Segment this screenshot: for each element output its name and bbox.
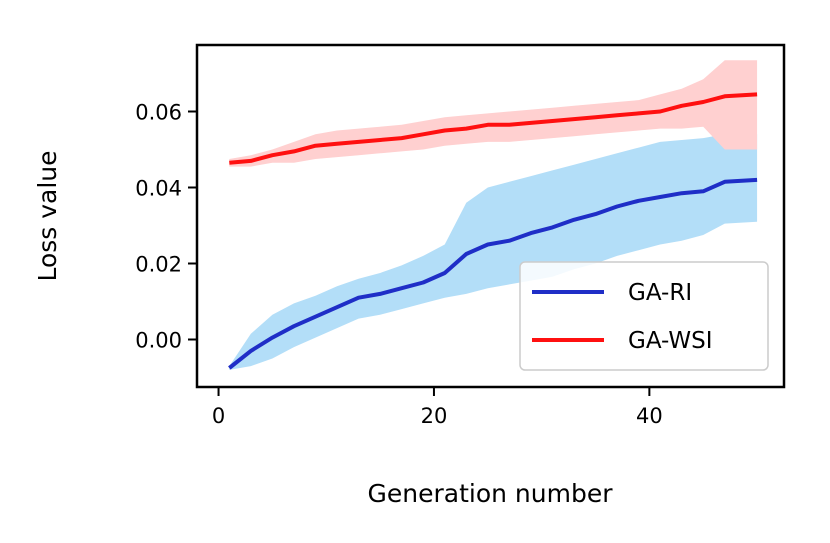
x-tick-label: 20 bbox=[421, 404, 448, 428]
y-tick-label: 0.00 bbox=[135, 329, 182, 353]
series-lines bbox=[228, 92, 758, 370]
legend-box bbox=[519, 261, 769, 371]
x-axis-ticks: 0 20 40 bbox=[212, 387, 663, 428]
legend: GA-RI GA-WSI bbox=[519, 261, 769, 371]
x-axis-label: Generation number bbox=[368, 479, 614, 508]
plot-frame bbox=[195, 43, 786, 389]
legend-label-ga-wsi: GA-WSI bbox=[628, 328, 713, 354]
line-ga-wsi bbox=[229, 92, 758, 165]
y-tick-label: 0.06 bbox=[135, 101, 182, 125]
y-axis-label: Loss value bbox=[33, 150, 62, 281]
y-tick-label: 0.04 bbox=[135, 177, 182, 201]
x-tick-label: 0 bbox=[212, 404, 225, 428]
y-tick-label: 0.02 bbox=[135, 253, 182, 277]
band-ga-ri bbox=[229, 134, 758, 370]
x-tick-label: 40 bbox=[636, 404, 663, 428]
y-axis-ticks: 0.00 0.02 0.04 0.06 bbox=[135, 101, 197, 353]
line-ga-ri bbox=[228, 177, 758, 370]
legend-label-ga-ri: GA-RI bbox=[628, 280, 692, 306]
